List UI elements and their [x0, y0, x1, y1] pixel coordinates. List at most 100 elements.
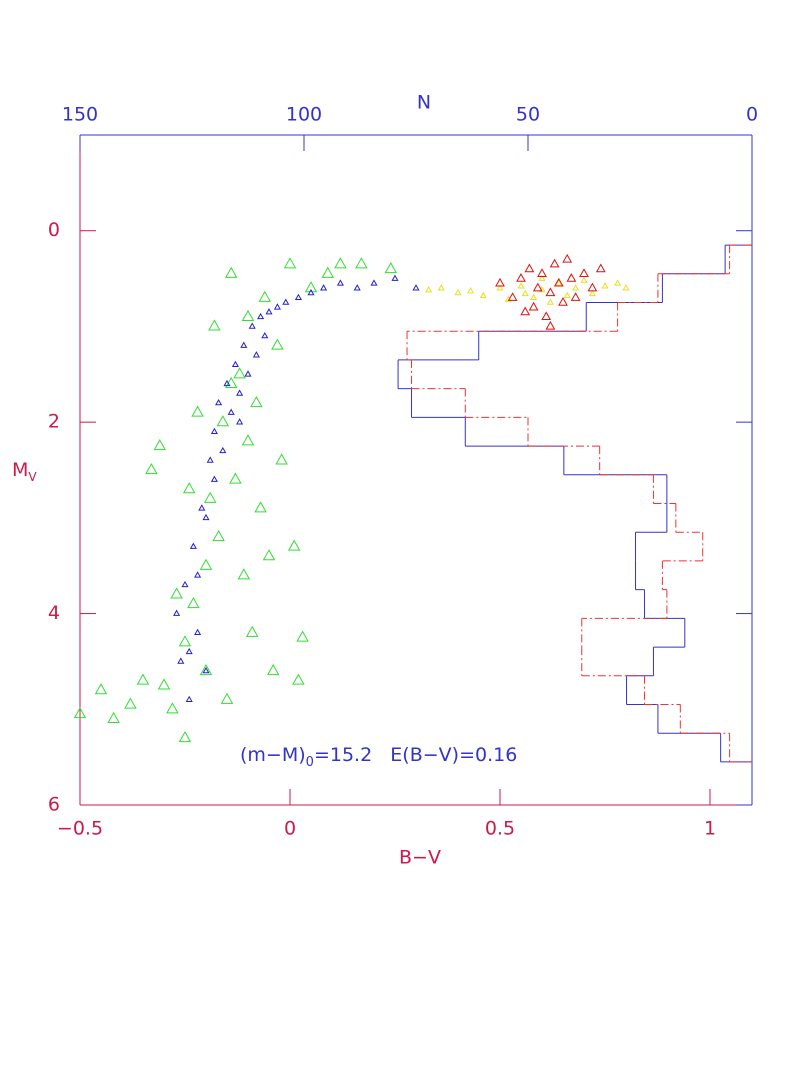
point	[136, 673, 150, 685]
point	[210, 427, 218, 435]
point	[614, 279, 622, 286]
point	[538, 274, 546, 281]
point	[271, 338, 284, 350]
point	[208, 319, 221, 331]
point	[194, 628, 202, 636]
point	[562, 253, 573, 263]
point	[425, 286, 433, 293]
point	[215, 398, 223, 406]
point	[495, 277, 505, 287]
point	[244, 370, 252, 377]
point	[206, 456, 214, 463]
point	[227, 408, 235, 415]
point	[336, 279, 344, 286]
y-label-main: M	[12, 459, 28, 481]
point	[479, 291, 487, 299]
point	[541, 311, 552, 321]
point	[496, 284, 504, 291]
point	[219, 446, 227, 454]
point	[563, 291, 571, 299]
point	[261, 331, 269, 339]
point	[254, 501, 267, 513]
point	[384, 261, 398, 274]
y-tick-label: 4	[48, 602, 60, 624]
point	[182, 482, 196, 494]
point	[553, 277, 564, 287]
point	[304, 281, 318, 293]
point	[262, 549, 276, 561]
point	[528, 301, 539, 311]
y-label-sub: V	[28, 470, 37, 484]
point	[521, 289, 529, 297]
point	[516, 273, 526, 282]
point	[601, 282, 609, 289]
point	[549, 258, 560, 268]
point	[412, 284, 420, 291]
point	[622, 284, 630, 291]
point	[580, 276, 588, 283]
point	[334, 257, 347, 269]
point	[467, 286, 475, 294]
point	[157, 678, 171, 690]
point	[520, 306, 531, 316]
point	[391, 274, 399, 281]
x-tick-label: −0.5	[57, 818, 103, 840]
point	[250, 395, 263, 408]
x-tick-label: 0.5	[485, 818, 515, 840]
point	[236, 389, 244, 396]
point	[530, 293, 538, 301]
point	[177, 657, 185, 664]
x-tick-label: 0	[284, 818, 296, 840]
point	[258, 290, 272, 302]
point	[94, 683, 108, 695]
point	[237, 568, 251, 580]
annotation: (m−M)0=15.2 E(B−V)=0.16	[240, 744, 517, 770]
point	[145, 462, 158, 475]
point	[191, 405, 204, 417]
point	[572, 284, 580, 291]
point	[178, 730, 192, 743]
point	[178, 635, 192, 647]
point	[524, 263, 535, 273]
y-tick-label: 0	[48, 219, 60, 241]
point	[107, 711, 120, 723]
point	[437, 284, 445, 291]
point	[210, 475, 218, 482]
point	[287, 539, 301, 551]
point	[570, 292, 581, 301]
point	[507, 292, 518, 301]
point	[566, 273, 577, 282]
point	[73, 707, 87, 719]
point	[555, 279, 563, 286]
point	[241, 309, 255, 321]
point	[236, 418, 244, 425]
point	[194, 571, 202, 578]
point	[546, 298, 554, 305]
point	[517, 282, 525, 289]
point	[202, 513, 210, 521]
point	[185, 647, 193, 655]
point	[283, 257, 297, 269]
point	[233, 367, 246, 379]
point	[220, 692, 234, 704]
point	[223, 379, 231, 387]
point	[588, 289, 596, 297]
point	[320, 284, 328, 291]
point	[265, 308, 273, 315]
y-tick-label: 2	[48, 411, 60, 433]
point	[199, 558, 213, 570]
point	[203, 491, 217, 503]
point	[198, 504, 206, 511]
point	[124, 697, 137, 709]
annotation-part: =15.2 E(B−V)=0.16	[314, 744, 517, 766]
point	[355, 257, 368, 269]
x2-tick-label: 50	[516, 104, 540, 126]
point	[292, 673, 305, 685]
point	[153, 439, 167, 451]
point	[353, 284, 361, 291]
point	[229, 472, 242, 484]
point	[454, 288, 462, 296]
point	[579, 268, 589, 277]
x-tick-label: 1	[704, 818, 716, 840]
